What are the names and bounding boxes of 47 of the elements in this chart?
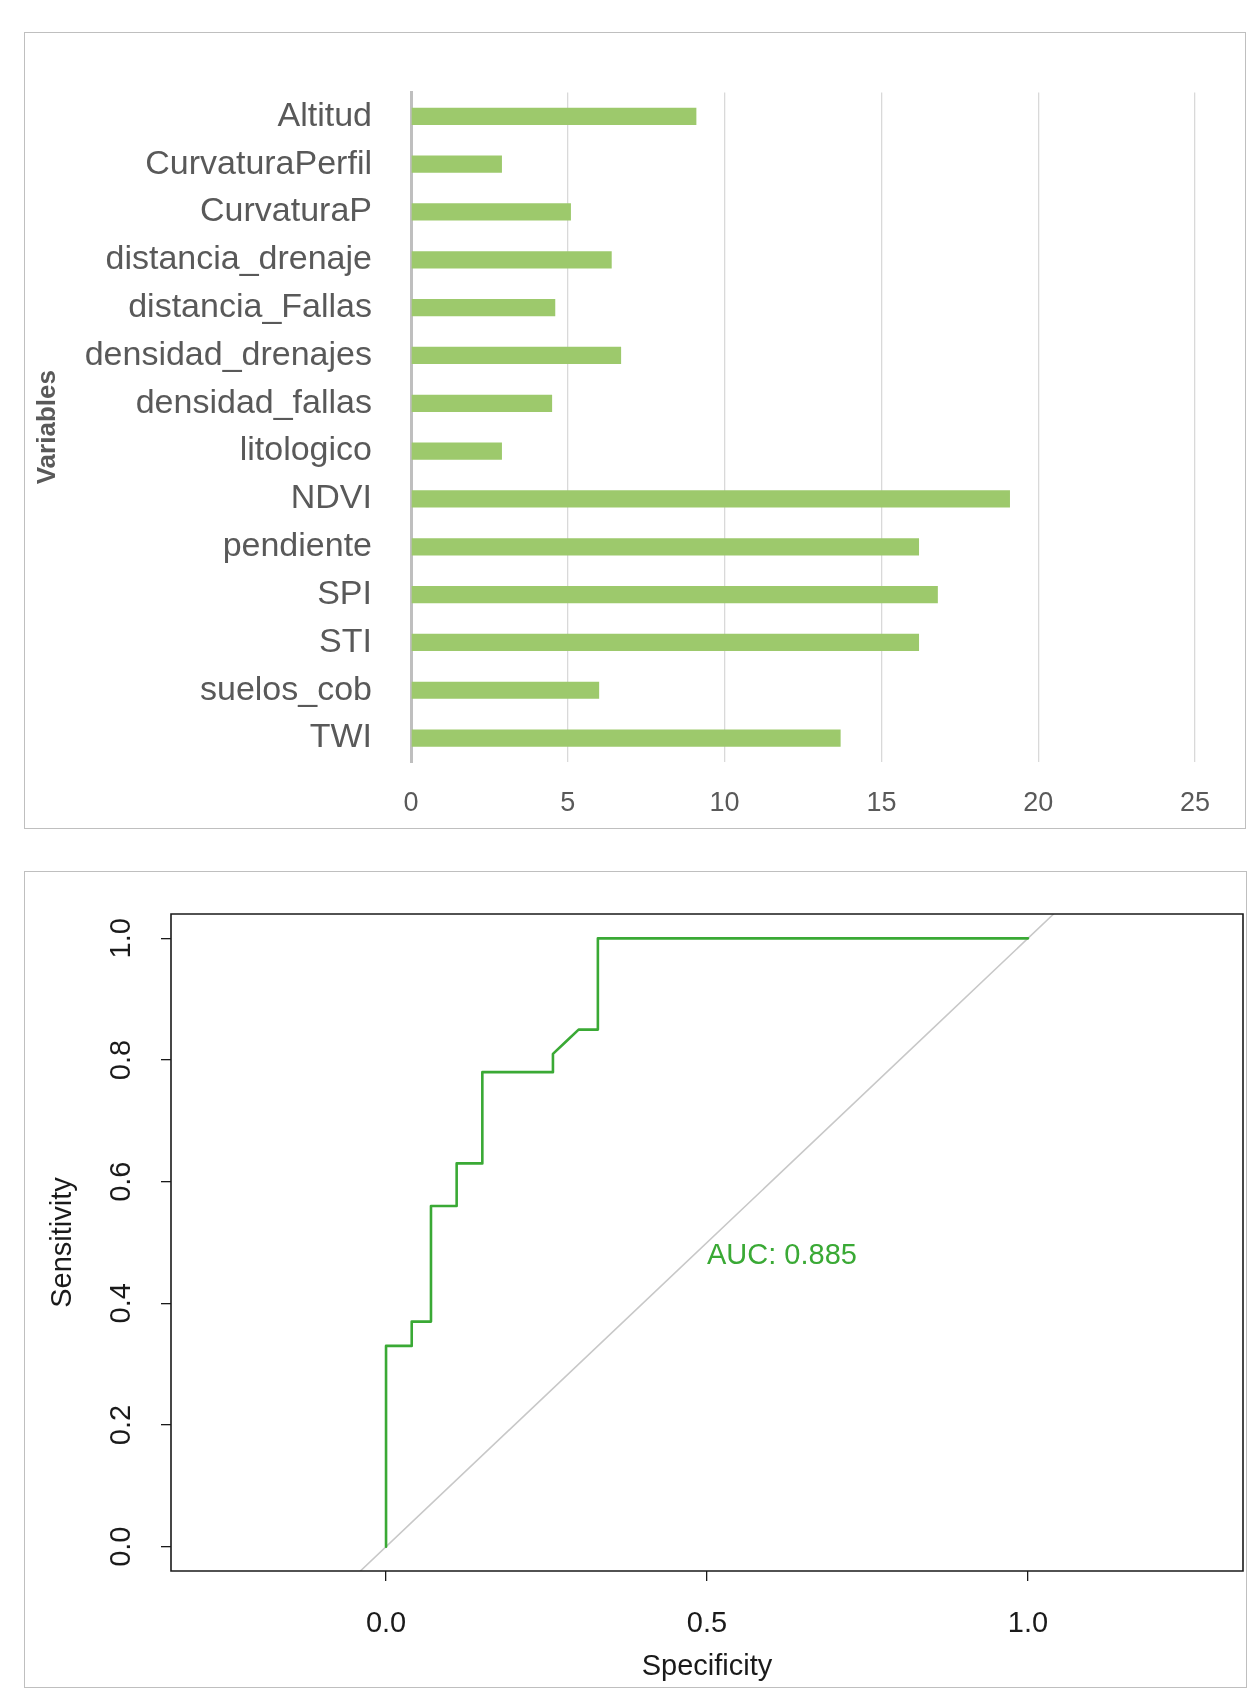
- y-axis-title: Sensitivity: [45, 1176, 78, 1308]
- bar: [411, 107, 697, 125]
- y-axis-title: Variables: [30, 370, 61, 485]
- y-tick-label: TWI: [309, 716, 372, 755]
- bar: [411, 299, 556, 317]
- bar: [411, 203, 571, 221]
- x-tick-label: 5: [560, 786, 576, 817]
- x-tick-label: 25: [1179, 786, 1211, 817]
- y-tick-label: 1.0: [103, 918, 136, 959]
- y-tick-label: distancia_Fallas: [128, 286, 372, 324]
- x-tick-label: 1.0: [1007, 1606, 1049, 1639]
- bar: [411, 633, 920, 652]
- x-tick-label: 20: [1023, 786, 1054, 817]
- y-tick-label: 0.0: [103, 1526, 136, 1567]
- y-tick-label: Altitud: [277, 94, 372, 133]
- x-tick-label: 0: [403, 786, 419, 817]
- y-tick-label: SPI: [317, 572, 372, 611]
- bar: [411, 346, 622, 365]
- x-tick-label: 10: [709, 786, 740, 817]
- x-tick-label: 15: [866, 786, 897, 817]
- y-tick-label: CurvaturaP: [200, 190, 372, 229]
- x-tick-label: 0.5: [686, 1606, 728, 1639]
- bar: [411, 155, 502, 173]
- y-tick-label: 0.4: [103, 1283, 136, 1324]
- annotation: AUC: 0.885: [707, 1237, 857, 1270]
- y-tick-label: densidad_fallas: [135, 381, 372, 420]
- y-tick-label: 0.2: [103, 1404, 136, 1446]
- y-tick-label: STI: [319, 620, 372, 659]
- y-tick-label: litologico: [239, 429, 372, 468]
- x-axis-title: Specificity: [641, 1648, 773, 1681]
- y-tick-label: suelos_cob: [199, 668, 372, 707]
- y-tick-label: pendiente: [222, 525, 372, 564]
- y-tick-label: 0.8: [103, 1039, 136, 1081]
- bar: [411, 585, 938, 604]
- bar: [411, 251, 612, 269]
- y-tick-label: CurvaturaPerfil: [145, 142, 372, 181]
- bar: [411, 394, 553, 412]
- bar: [411, 681, 600, 699]
- y-tick-label: 0.6: [103, 1161, 136, 1202]
- y-tick-label: distancia_drenaje: [105, 238, 372, 277]
- bar: [411, 729, 841, 747]
- y-tick-label: densidad_drenajes: [84, 333, 372, 372]
- bar: [411, 490, 1010, 508]
- bar: [411, 442, 502, 460]
- y-tick-label: NDVI: [290, 477, 372, 516]
- bar: [411, 538, 920, 556]
- x-tick-label: 0.0: [365, 1606, 407, 1639]
